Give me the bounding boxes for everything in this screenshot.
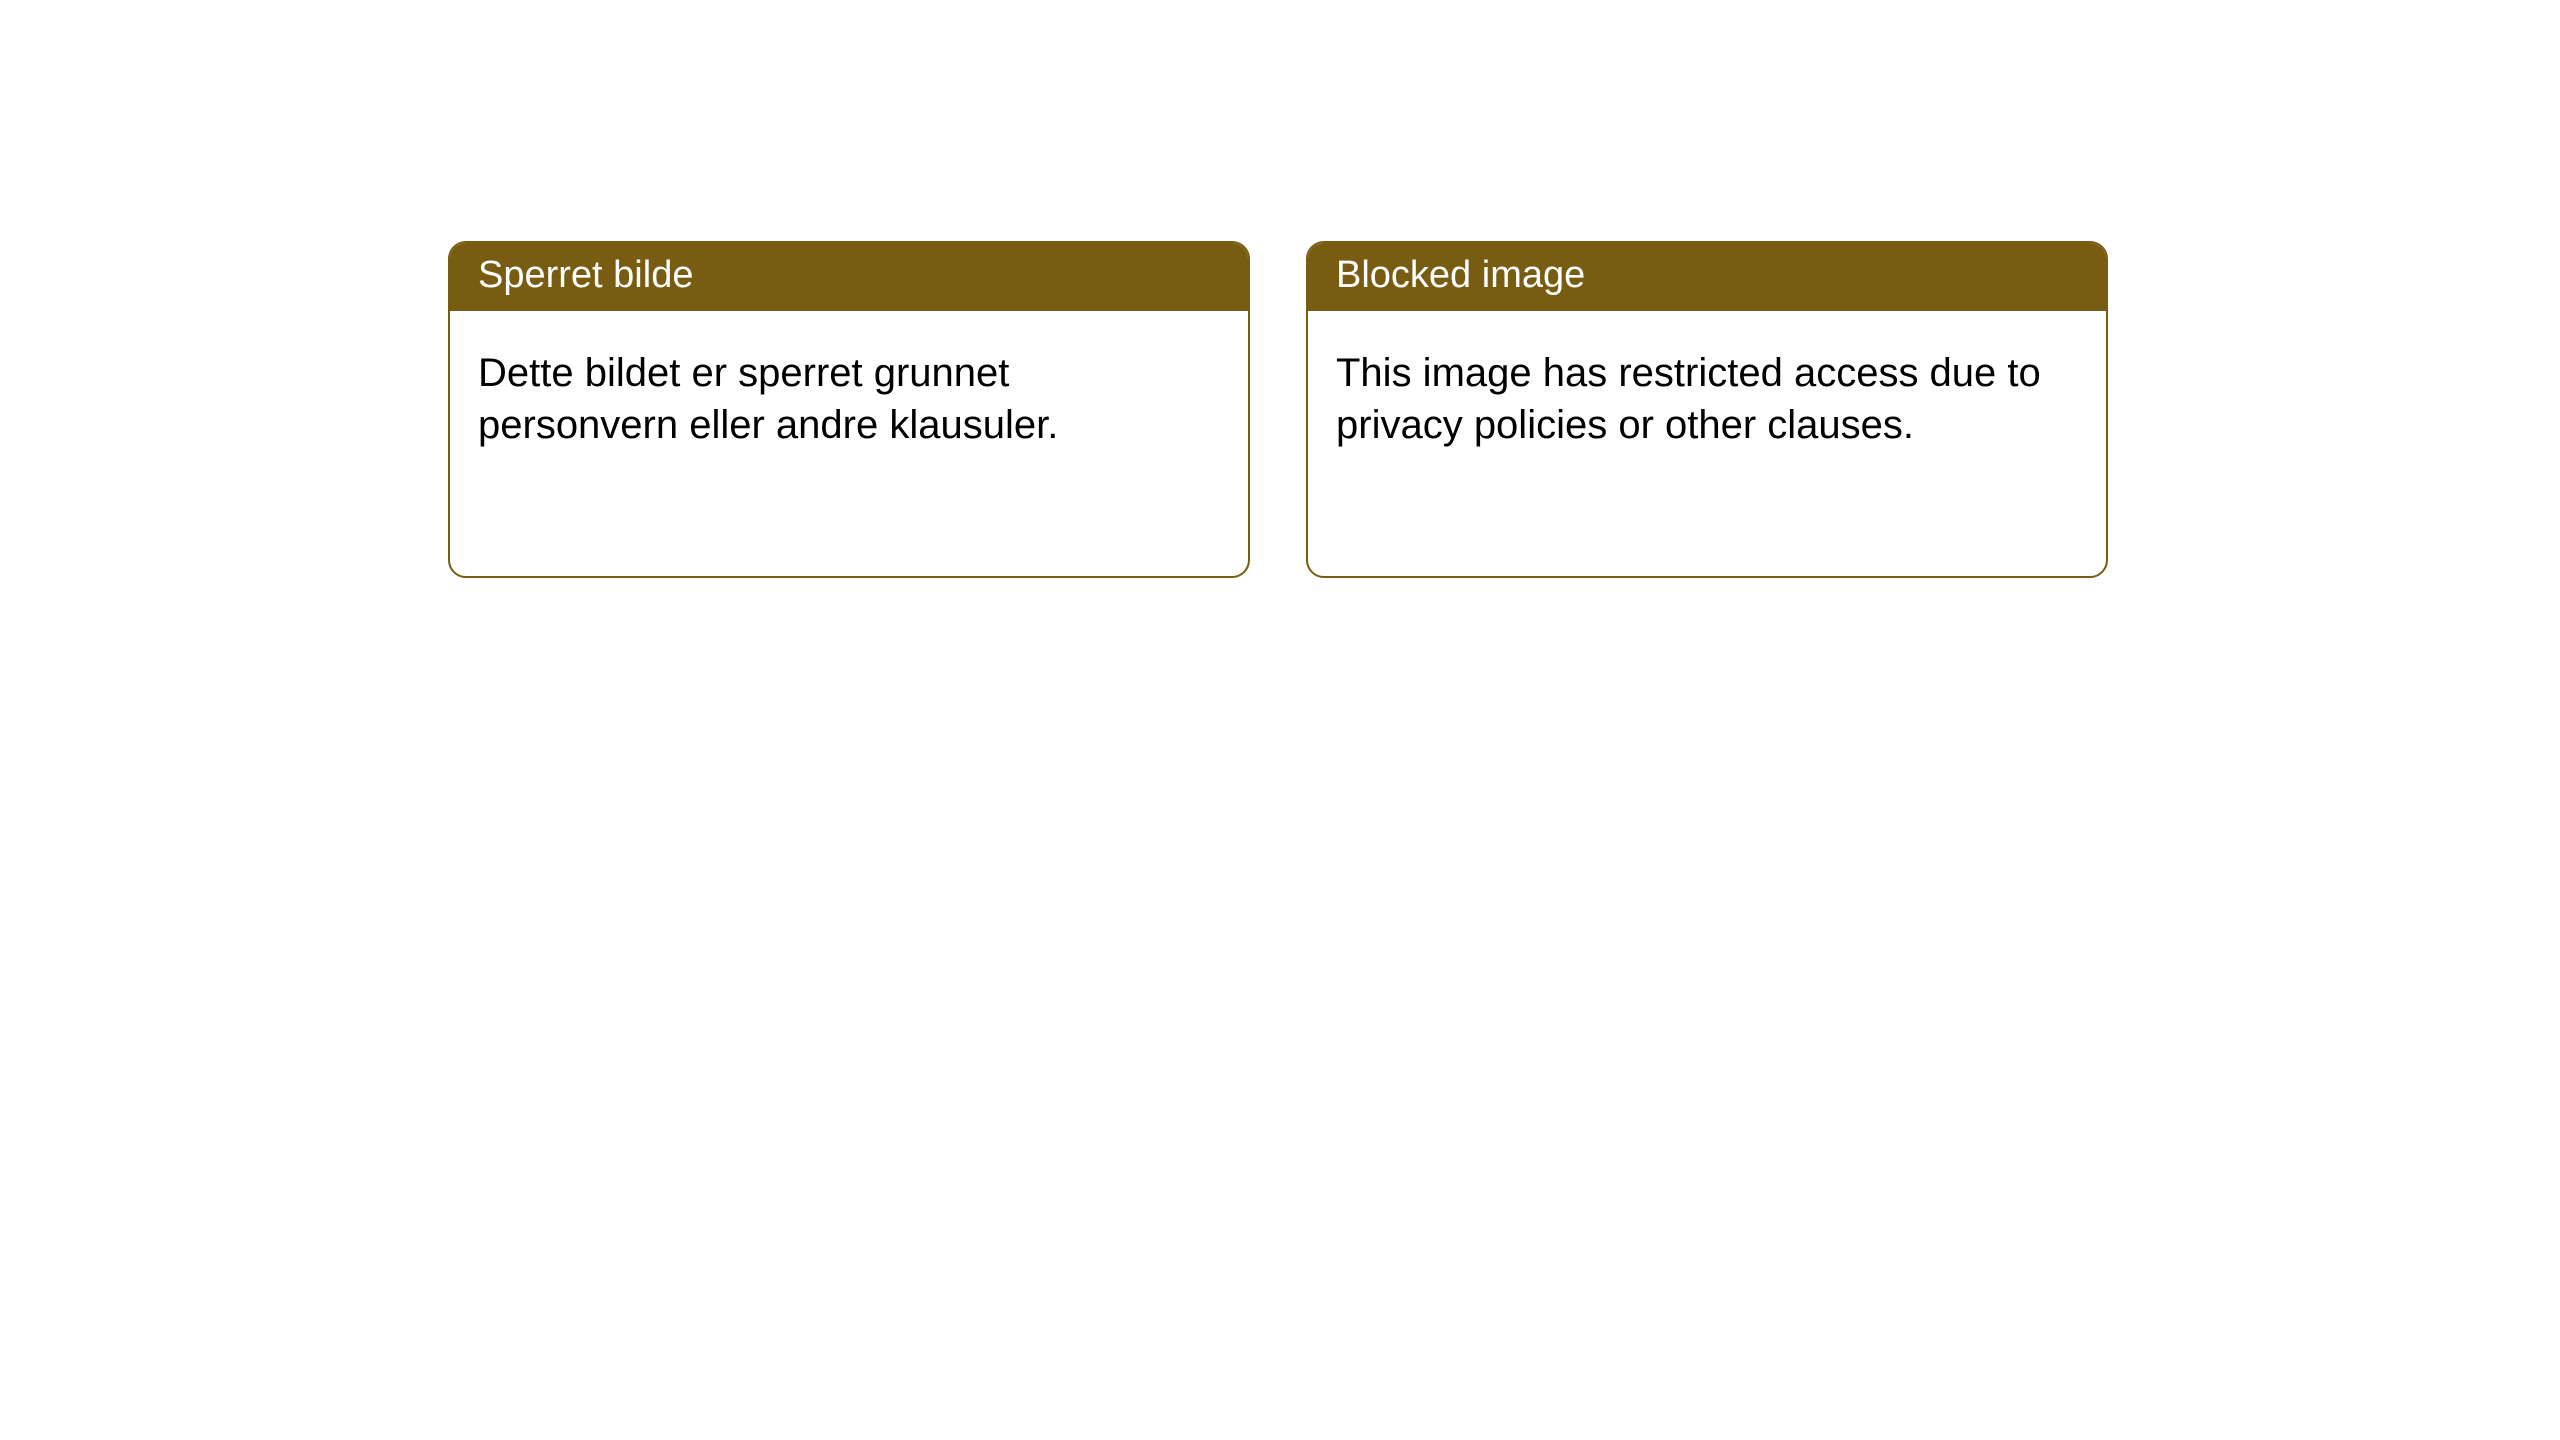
notice-card-body: Dette bildet er sperret grunnet personve… bbox=[450, 311, 1248, 479]
notice-card-body: This image has restricted access due to … bbox=[1308, 311, 2106, 479]
notice-card-title: Blocked image bbox=[1308, 243, 2106, 311]
notice-cards-container: Sperret bilde Dette bildet er sperret gr… bbox=[0, 0, 2560, 578]
notice-card-title: Sperret bilde bbox=[450, 243, 1248, 311]
notice-card-no: Sperret bilde Dette bildet er sperret gr… bbox=[448, 241, 1250, 578]
notice-card-en: Blocked image This image has restricted … bbox=[1306, 241, 2108, 578]
